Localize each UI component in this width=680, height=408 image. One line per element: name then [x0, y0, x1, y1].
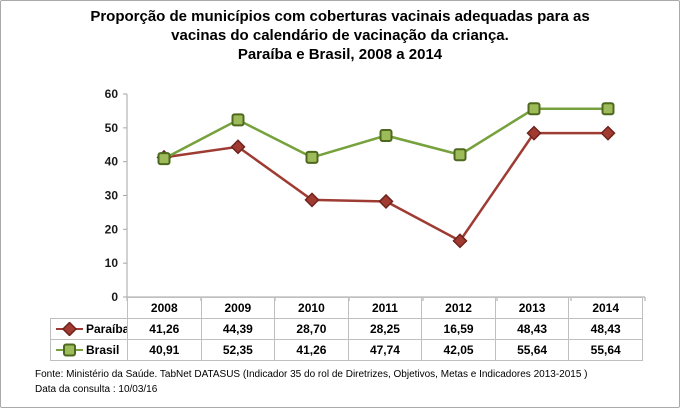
paraba-marker: [230, 139, 246, 155]
data-table: 2008 2009 2010 2011 2012 2013 2014 Paraíba 41,26…: [50, 297, 643, 361]
footer-notes: Fonte: Ministério da Saúde. TabNet DATAS…: [35, 367, 588, 397]
brasil-marker: [305, 150, 319, 164]
paraba-marker: [600, 125, 616, 141]
chart-title-line-1: Proporção de municípios com coberturas v…: [90, 8, 590, 25]
year-header-cell: 2011: [347, 297, 423, 319]
chart-title-line-3: Paraíba e Brasil, 2008 a 2014: [237, 46, 443, 63]
year-header-cell: 2012: [421, 297, 496, 319]
chart-title-line-2: vacinas do calendário de vacinação da cr…: [171, 27, 509, 44]
y-tick-label: 60: [105, 87, 119, 101]
legend-label-paraba: Paraíba: [86, 322, 128, 336]
paraba-value-cell: 16,59: [421, 318, 496, 340]
paraba-marker: [304, 192, 320, 208]
y-tick-label: 10: [105, 256, 119, 270]
source-note: Fonte: Ministério da Saúde. TabNet DATAS…: [35, 369, 588, 380]
brasil-legend-marker-icon: [63, 343, 76, 357]
chart-title: Proporção de municípios com coberturas v…: [1, 7, 679, 64]
year-header-cell: 2008: [127, 297, 202, 319]
line-chart: 0 10 20 30 40 50 60: [105, 87, 646, 301]
year-header-cell: 2010: [274, 297, 349, 319]
year-header-cell: 2009: [200, 297, 276, 319]
paraba-series-icon: [56, 322, 83, 336]
y-tick-label: 20: [105, 222, 119, 236]
brasil-marker: [231, 113, 245, 127]
legend-label-brasil: Brasil: [86, 343, 120, 357]
table-row-paraba: Paraíba 41,26 44,39 28,70 28,25 16,59 48,43 48,…: [50, 318, 643, 340]
brasil-value-cell: 40,91: [127, 339, 202, 361]
brasil-value-cell: 55,64: [494, 339, 570, 361]
y-tick-label: 40: [105, 155, 119, 169]
brasil-value-cell: 41,26: [274, 339, 349, 361]
table-row-brasil: Brasil 40,91 52,35 41,26 47,74 42,05 55,64 55,6…: [50, 339, 643, 361]
y-tick-label: 50: [105, 121, 119, 135]
brasil-value-cell: 42,05: [421, 339, 496, 361]
brasil-value-cell: 47,74: [347, 339, 423, 361]
paraba-marker: [452, 233, 468, 249]
brasil-value-cell: 55,64: [568, 339, 643, 361]
paraba-marker: [526, 125, 542, 141]
paraba-value-cell: 28,25: [347, 318, 423, 340]
paraba-value-cell: 41,26: [127, 318, 202, 340]
paraba-legend-marker-icon: [61, 322, 78, 336]
brasil-marker: [601, 102, 615, 116]
year-header-cell: 2014: [568, 297, 643, 319]
paraba-marker: [378, 193, 394, 209]
legend-cell-paraba: Paraíba: [50, 318, 128, 340]
brasil-marker: [379, 128, 393, 142]
paraba-value-cell: 44,39: [200, 318, 276, 340]
brasil-marker: [453, 148, 467, 162]
brasil-marker: [157, 152, 171, 166]
brasil-value-cell: 52,35: [200, 339, 276, 361]
year-header-cell: 2013: [494, 297, 570, 319]
paraba-series-line: [163, 131, 608, 243]
paraba-value-cell: 48,43: [568, 318, 643, 340]
table-corner-cell: [51, 298, 128, 319]
consult-date-note: Data da consulta : 10/03/16: [35, 384, 158, 395]
brasil-marker: [527, 102, 541, 116]
paraba-value-cell: 28,70: [274, 318, 349, 340]
brasil-series-icon: [56, 343, 83, 357]
y-tick-label: 0: [111, 290, 118, 301]
paraba-value-cell: 48,43: [494, 318, 570, 340]
y-tick-label: 30: [105, 189, 119, 203]
legend-cell-brasil: Brasil: [50, 339, 128, 361]
